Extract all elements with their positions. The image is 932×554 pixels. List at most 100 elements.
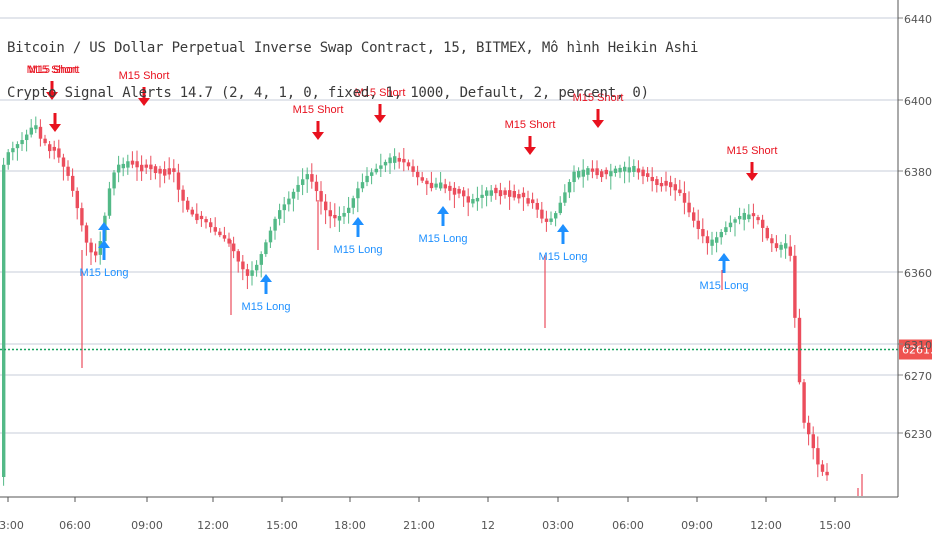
down-arrow-shaft xyxy=(528,136,532,148)
candle-body xyxy=(374,168,378,173)
candle-body xyxy=(365,175,369,183)
candle-body xyxy=(328,210,332,217)
candle-body xyxy=(636,168,641,173)
candle-body xyxy=(416,171,420,178)
candle-body xyxy=(397,157,401,162)
candle-body xyxy=(264,242,268,255)
up-arrow-icon xyxy=(352,217,364,225)
candle-body xyxy=(411,166,415,172)
candle-body xyxy=(425,180,429,185)
x-tick-label: 06:00 xyxy=(59,519,91,532)
candle-body xyxy=(163,169,167,176)
candle-body xyxy=(333,214,337,219)
candle-body xyxy=(452,187,457,195)
candle-body xyxy=(563,192,567,203)
long-signal: M15 Long xyxy=(419,206,467,245)
candle-body xyxy=(186,200,190,210)
candle-body xyxy=(66,166,70,176)
short-signal-label: M15 Short xyxy=(505,119,556,131)
candle-body xyxy=(310,174,314,182)
candle-body xyxy=(613,168,618,174)
down-arrow-icon xyxy=(374,115,386,123)
candle-body xyxy=(443,184,447,189)
candle-body xyxy=(498,190,503,197)
short-signal: M15 Short xyxy=(27,64,77,100)
candle-body xyxy=(167,168,171,175)
candle-body xyxy=(517,194,521,199)
candle-body xyxy=(544,218,549,222)
candle-body xyxy=(747,214,751,220)
candle-body xyxy=(471,199,475,204)
candle-body xyxy=(774,243,779,249)
candle-body xyxy=(2,164,6,477)
candle-body xyxy=(687,202,691,213)
candle-body xyxy=(301,179,305,185)
candle-body xyxy=(158,168,162,174)
candle-body xyxy=(38,126,43,139)
candle-body xyxy=(489,190,493,196)
short-signal: M15 Short xyxy=(573,92,623,128)
candle-body xyxy=(402,158,406,163)
candle-body xyxy=(250,270,254,276)
short-signal: M15 Short xyxy=(355,87,406,123)
candle-body xyxy=(738,216,742,220)
short-signal-label: M15 Short xyxy=(29,64,80,76)
candle-body xyxy=(130,160,135,165)
down-arrow-shaft xyxy=(53,113,57,125)
candle-body xyxy=(245,269,250,276)
candle-body xyxy=(255,264,259,271)
candle-body xyxy=(319,191,323,202)
candle-body xyxy=(604,169,608,175)
indicator-label: Crypto Signal Alerts 14.7 (2, 4, 1, 0, f… xyxy=(7,85,649,101)
candle-body xyxy=(61,157,66,167)
last-price-label: 6261.0 xyxy=(902,344,932,357)
candle-body xyxy=(646,173,650,177)
y-tick-label: 6400.0 xyxy=(904,95,932,108)
candle-body xyxy=(485,190,489,196)
candle-body xyxy=(135,161,139,168)
last-price-line-layer: 6261.0 xyxy=(0,339,932,360)
short-signal-label: M15 Short xyxy=(355,87,406,99)
candle-body xyxy=(52,146,56,151)
long-signal-label: M15 Long xyxy=(539,251,588,263)
long-signal-label: M15 Long xyxy=(334,244,383,256)
candle-body xyxy=(705,236,710,244)
candle-body xyxy=(172,168,176,172)
candle-body xyxy=(462,190,466,197)
candle-body xyxy=(388,157,392,164)
candle-body xyxy=(669,182,673,188)
candle-body xyxy=(816,448,820,465)
candle-body xyxy=(439,182,443,189)
candle-body xyxy=(733,219,737,223)
candle-body xyxy=(710,239,714,246)
candle-body xyxy=(282,204,286,211)
candle-body xyxy=(448,185,452,191)
up-arrow-shaft xyxy=(441,213,445,226)
up-arrow-shaft xyxy=(722,260,726,273)
candle-body xyxy=(291,191,296,199)
up-arrow-shaft xyxy=(561,231,565,244)
candle-body xyxy=(664,180,668,186)
up-arrow-shaft xyxy=(264,281,268,294)
down-arrow-icon xyxy=(524,147,536,155)
candle-body xyxy=(420,177,424,181)
candle-body xyxy=(305,174,309,180)
down-arrow-icon xyxy=(49,124,61,132)
candle-body xyxy=(586,168,590,175)
candle-body xyxy=(696,220,700,230)
y-tick-label: 6380.0 xyxy=(904,166,932,179)
long-signal xyxy=(98,222,110,242)
candle-body xyxy=(554,213,558,219)
candle-body xyxy=(784,243,788,249)
candle-body xyxy=(314,181,319,192)
short-signal: M15 Short xyxy=(29,64,80,132)
candle-body xyxy=(825,471,829,476)
x-tick-label: 03:00 xyxy=(542,519,574,532)
candle-body xyxy=(567,182,572,193)
y-tick-label: 6230.0 xyxy=(904,428,932,441)
down-arrow-shaft xyxy=(50,81,54,93)
candle-body xyxy=(15,144,20,149)
candle-body xyxy=(273,218,277,231)
